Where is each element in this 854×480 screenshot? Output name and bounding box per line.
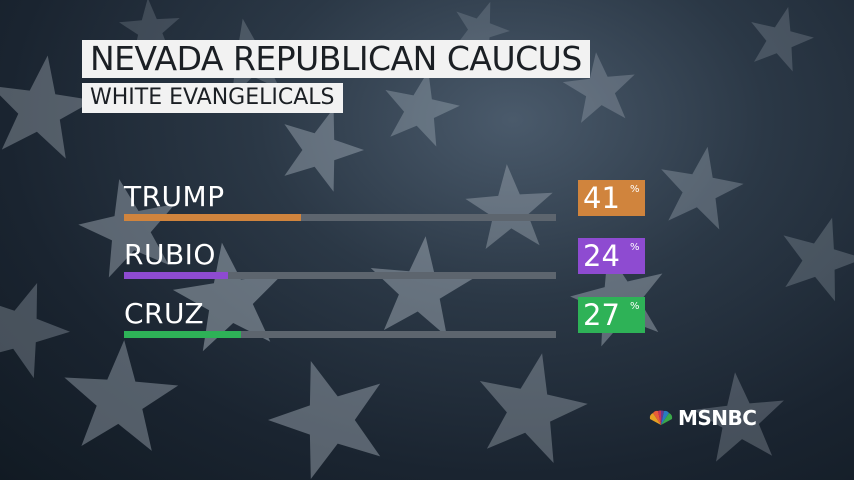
- value-box: 24 %: [578, 238, 645, 274]
- category-label: RUBIO: [124, 238, 216, 271]
- bar-row-cruz: CRUZ 27 %: [0, 297, 854, 357]
- bar-track: [124, 331, 556, 338]
- bar-track: [124, 214, 556, 221]
- msnbc-logo: MSNBC: [648, 406, 757, 430]
- chart-title: NEVADA REPUBLICAN CAUCUS: [82, 40, 590, 78]
- category-label: CRUZ: [124, 297, 205, 330]
- category-label: TRUMP: [124, 180, 225, 213]
- peacock-icon: [649, 410, 673, 425]
- bar: [124, 272, 228, 279]
- value-box: 41 %: [578, 180, 645, 216]
- data-label: 24: [583, 239, 620, 273]
- data-label: 41: [583, 181, 620, 215]
- percent-unit: %: [630, 301, 640, 312]
- bar-track: [124, 272, 556, 279]
- data-label: 27: [583, 298, 620, 332]
- bar-row-rubio: RUBIO 24 %: [0, 238, 854, 298]
- network-name: MSNBC: [678, 406, 757, 430]
- percent-unit: %: [630, 184, 640, 195]
- bar: [124, 214, 302, 221]
- percent-unit: %: [630, 242, 640, 253]
- bar: [124, 331, 241, 338]
- value-box: 27 %: [578, 297, 645, 333]
- chart-subtitle: WHITE EVANGELICALS: [82, 83, 343, 113]
- bar-row-trump: TRUMP 41 %: [0, 180, 854, 240]
